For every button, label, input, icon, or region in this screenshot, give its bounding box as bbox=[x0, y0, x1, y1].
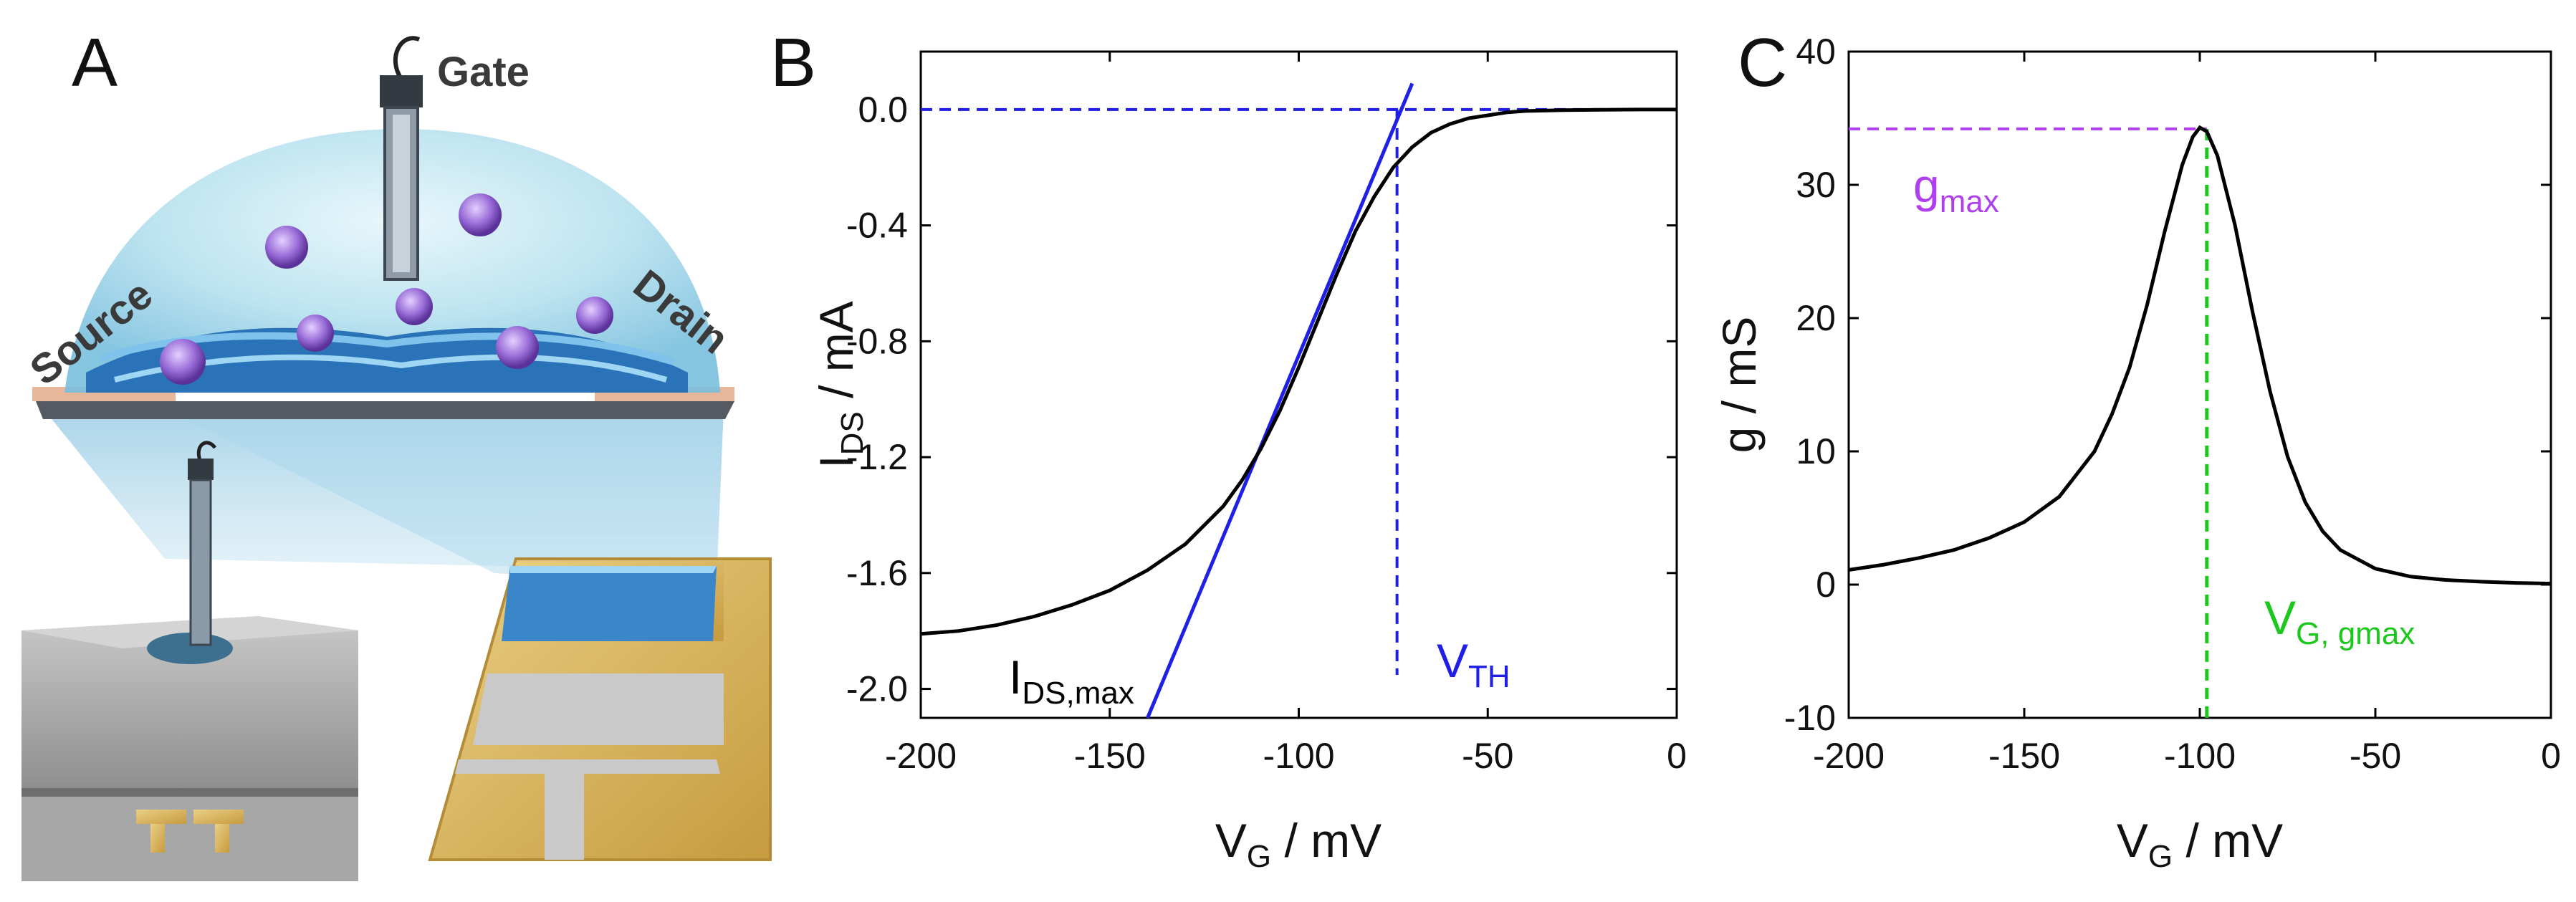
analyte-sphere bbox=[396, 288, 433, 325]
panel-b-x-tick-label: -50 bbox=[1462, 736, 1513, 776]
panel-label-b: B bbox=[770, 24, 816, 101]
chip-device bbox=[428, 557, 772, 861]
gate-label: Gate bbox=[437, 49, 530, 95]
analyte-sphere bbox=[160, 339, 206, 385]
panel-b-transfer-curve: B -200 -150 -100 -50 0 0.0 -0.4 -0.8 -1.2 -1.6 -2.… bbox=[770, 24, 1687, 874]
panel-b-y-tick-label: -0.4 bbox=[846, 206, 908, 246]
analyte-sphere bbox=[297, 315, 334, 352]
analyte-sphere bbox=[576, 297, 613, 334]
panel-label-c: C bbox=[1738, 24, 1787, 101]
ids-curve-line bbox=[920, 107, 1677, 636]
panel-c-plot-frame bbox=[1847, 50, 2552, 719]
panel-c-x-tick-label: -200 bbox=[1813, 736, 1885, 776]
panel-c-y-tick-label: 30 bbox=[1796, 165, 1836, 205]
panel-c-y-tick-label: 0 bbox=[1816, 565, 1836, 605]
panel-c-x-tick-label: 0 bbox=[2541, 736, 2561, 776]
beam-shade bbox=[165, 408, 724, 587]
panel-c-x-tick-label: -50 bbox=[2350, 736, 2401, 776]
panel-b-y-axis-title: IDS / mA bbox=[810, 301, 870, 468]
panel-b-x-tick-label: -150 bbox=[1074, 736, 1146, 776]
vth-annotation: VTH bbox=[1437, 634, 1510, 694]
gmax-annotation: gmax bbox=[1913, 159, 1999, 219]
panel-b-reference-lines bbox=[921, 107, 1677, 675]
panel-c-x-tick-label: -150 bbox=[1988, 736, 2060, 776]
g-curve-line bbox=[1848, 125, 2552, 585]
panel-c-x-axis-title: VG / mV bbox=[2117, 814, 2283, 874]
panel-c-reference-lines bbox=[1849, 127, 2209, 718]
panel-b-x-tick-label: -100 bbox=[1263, 736, 1334, 776]
beam-funnel bbox=[43, 408, 724, 573]
analyte-sphere bbox=[459, 193, 502, 236]
panel-b-y-tick-label: -1.2 bbox=[846, 437, 908, 477]
panel-b-y-tick-label: -1.6 bbox=[846, 553, 908, 593]
panel-a-schematic: A Gate Source Drain bbox=[21, 24, 772, 881]
device-block bbox=[21, 616, 358, 881]
panel-b-y-tick-label: -2.0 bbox=[846, 669, 908, 709]
panel-c-y-axis-title: g / mS bbox=[1713, 317, 1766, 454]
tangent-line bbox=[1146, 82, 1414, 719]
panel-b-x-tick-label: 0 bbox=[1667, 736, 1687, 776]
panel-c-y-tick-label: -10 bbox=[1784, 698, 1836, 738]
analyte-sphere bbox=[496, 326, 539, 369]
panel-c-y-tick-label: 40 bbox=[1796, 32, 1836, 72]
panel-b-x-axis-title: VG / mV bbox=[1215, 814, 1382, 874]
panel-b-y-tick-label: -0.8 bbox=[846, 321, 908, 361]
panel-c-y-tick-label: 10 bbox=[1796, 431, 1836, 471]
probe-electrode bbox=[188, 441, 217, 646]
gate-electrode bbox=[380, 36, 423, 281]
vg-gmax-annotation: VG, gmax bbox=[2264, 591, 2415, 651]
analyte-sphere bbox=[265, 226, 308, 269]
substrate-plate bbox=[36, 401, 734, 419]
panel-c-x-tick-label: -100 bbox=[2164, 736, 2236, 776]
panel-label-a: A bbox=[72, 24, 118, 101]
ids-max-annotation: IDS,max bbox=[1009, 651, 1134, 711]
panel-b-ticks: -200 -150 -100 -50 0 0.0 -0.4 -0.8 -1.2 -1.6 -2.0 bbox=[846, 52, 1687, 776]
panel-b-y-tick-label: 0.0 bbox=[858, 90, 908, 130]
panel-c-y-tick-label: 20 bbox=[1796, 298, 1836, 338]
panel-b-x-tick-label: -200 bbox=[885, 736, 957, 776]
